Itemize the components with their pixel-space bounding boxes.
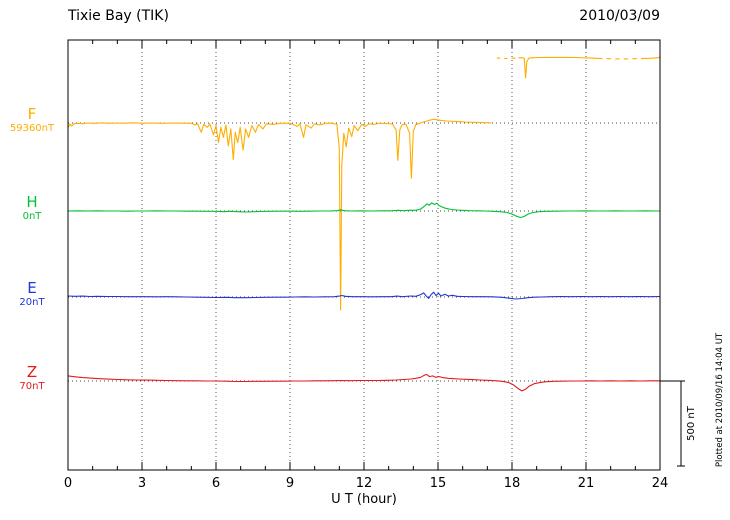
x-tick-label: 15 (430, 476, 447, 491)
x-axis-title: U T (hour) (331, 492, 397, 507)
plotted-at-note: Plotted at 2010/09/16 14:04 UT (715, 332, 725, 467)
x-tick-label: 21 (578, 476, 595, 491)
trace-offset-H: 0nT (22, 210, 42, 222)
station-title: Tixie Bay (TIK) (68, 8, 169, 24)
trace-label-E: E 20nT (0, 280, 64, 308)
x-axis-tick-labels: 0 3 6 9 12 15 18 21 24 (64, 476, 668, 491)
trace-H (67, 202, 661, 219)
trace-label-H: H 0nT (0, 194, 64, 222)
trace-offset-F: 59360nT (9, 122, 55, 134)
trace-F (67, 118, 492, 311)
x-tick-label: 0 (64, 476, 72, 491)
x-tick-label: 3 (138, 476, 146, 491)
grid-lines (141, 40, 587, 470)
trace-letter-Z: Z (26, 363, 38, 381)
trace-letter-E: E (27, 279, 37, 297)
trace-letter-H: H (26, 193, 38, 211)
x-tick-label: 18 (504, 476, 521, 491)
trace-offset-Z: 70nT (19, 380, 45, 392)
trace-E (67, 291, 661, 300)
x-tick-label: 9 (286, 476, 294, 491)
trace-Z (67, 373, 661, 392)
x-tick-label: 24 (652, 476, 669, 491)
trace-label-F: F 59360nT (0, 106, 64, 134)
scale-bar: 500 nT (660, 380, 697, 467)
trace-label-Z: Z 70nT (0, 364, 64, 392)
x-tick-label: 12 (356, 476, 373, 491)
x-tick-label: 6 (212, 476, 220, 491)
scale-bar-label: 500 nT (686, 405, 697, 441)
trace-F-upper (496, 56, 661, 79)
x-axis-ticks (67, 40, 661, 470)
trace-letter-F: F (27, 105, 37, 123)
date-label: 2010/03/09 (579, 8, 660, 24)
trace-offset-E: 20nT (19, 296, 45, 308)
